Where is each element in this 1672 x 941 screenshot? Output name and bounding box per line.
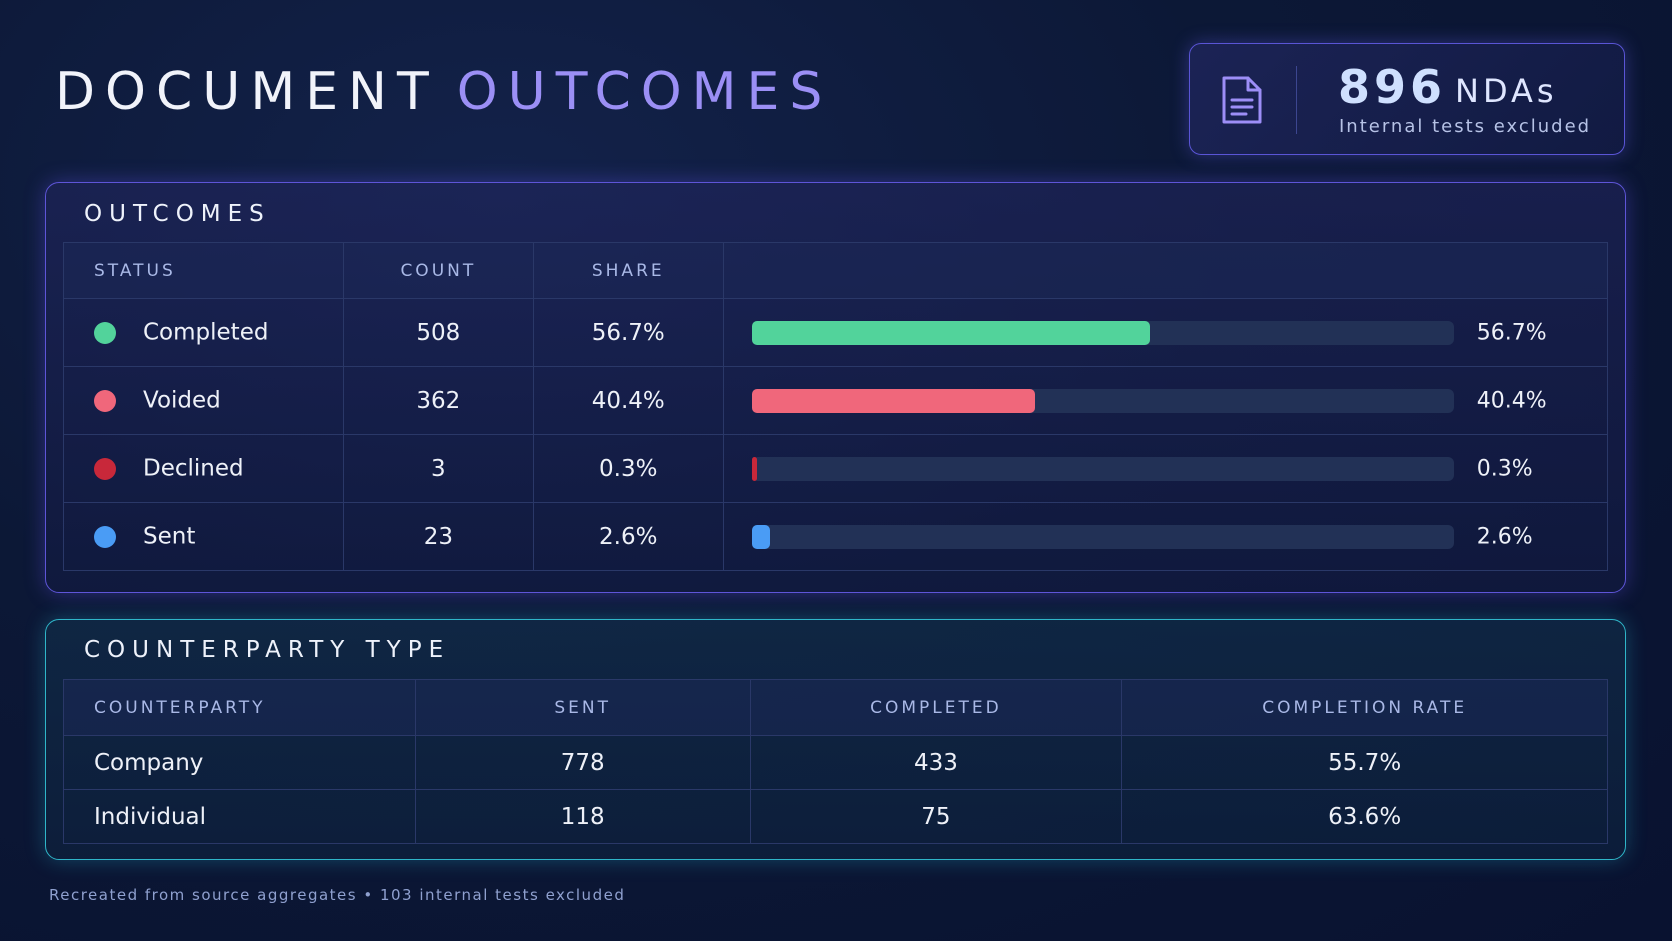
table-row: Sent 23 2.6% 2.6% [63,502,1609,571]
card-divider [1296,66,1297,134]
status-label: Completed [143,319,269,346]
status-cell: Declined [63,434,344,503]
share-bar-fill [751,524,770,549]
status-dot [94,457,116,480]
table-row: Voided 362 40.4% 40.4% [63,366,1609,435]
column-header-counterparty: COUNTERPARTY [63,679,416,736]
share-bar-label: 2.6% [1476,524,1533,549]
counterparty-panel: COUNTERPARTY TYPE COUNTERPARTY SENT COMP… [45,619,1626,860]
total-subtitle: Internal tests excluded [1339,116,1592,137]
share-bar-label: 40.4% [1476,388,1547,413]
outcomes-title: OUTCOMES [84,201,271,227]
status-cell: Voided [63,366,344,435]
total-unit: NDAs [1455,72,1558,110]
share-cell: 2.6% [532,502,724,571]
share-bar-cell: 0.3% [722,434,1609,503]
counterparty-title: COUNTERPARTY TYPE [84,637,451,663]
share-bar-track [751,456,1454,481]
counterparty-header-row: COUNTERPARTY SENT COMPLETED COMPLETION R… [63,679,1608,736]
count-cell: 508 [342,298,534,367]
share-bar-label: 0.3% [1476,456,1533,481]
column-header-bar [722,242,1609,299]
status-label: Declined [143,455,244,482]
status-cell: Sent [63,502,344,571]
count-cell: 362 [342,366,534,435]
counterparty-cell: Company [63,735,416,790]
share-cell: 0.3% [532,434,724,503]
share-bar-track [751,524,1454,549]
completed-cell: 433 [749,735,1123,790]
outcomes-table: STATUS COUNT SHARE Completed 508 56.7% 56.7… [63,242,1609,571]
share-bar-cell: 56.7% [722,298,1609,367]
share-bar-fill [751,456,758,481]
share-bar-track [751,320,1454,345]
status-label: Voided [143,387,221,414]
share-bar-cell: 40.4% [722,366,1609,435]
share-cell: 40.4% [532,366,724,435]
completed-cell: 75 [749,789,1123,844]
column-header-sent: SENT [414,679,751,736]
share-cell: 56.7% [532,298,724,367]
outcomes-header-row: STATUS COUNT SHARE [63,242,1609,299]
sent-cell: 118 [414,789,751,844]
count-cell: 23 [342,502,534,571]
share-bar-label: 56.7% [1476,320,1547,345]
column-header-share: SHARE [532,242,724,299]
footer-note: Recreated from source aggregates • 103 i… [49,886,626,904]
share-bar-cell: 2.6% [722,502,1609,571]
share-bar-track [751,388,1454,413]
outcomes-panel: OUTCOMES STATUS COUNT SHARE Completed 508… [45,182,1626,593]
column-header-status: STATUS [63,242,344,299]
document-icon [1222,76,1262,124]
page-title-main: DOCUMENT [55,62,439,122]
counterparty-table: COUNTERPARTY SENT COMPLETED COMPLETION R… [63,679,1608,844]
table-row: Company 778 433 55.7% [63,735,1608,790]
total-count: 896 [1338,60,1447,114]
status-dot [94,321,116,344]
total-ndas-card: 896 NDAs Internal tests excluded [1189,43,1625,155]
column-header-completion-rate: COMPLETION RATE [1121,679,1608,736]
sent-cell: 778 [414,735,751,790]
share-bar-fill [751,320,1150,345]
count-cell: 3 [342,434,534,503]
completion-rate-cell: 55.7% [1121,735,1608,790]
status-dot [94,525,116,548]
column-header-completed: COMPLETED [749,679,1123,736]
status-cell: Completed [63,298,344,367]
table-row: Declined 3 0.3% 0.3% [63,434,1609,503]
share-bar-fill [751,388,1036,413]
table-row: Completed 508 56.7% 56.7% [63,298,1609,367]
page-title-accent: OUTCOMES [456,62,833,122]
status-dot [94,389,116,412]
status-label: Sent [143,523,196,550]
column-header-count: COUNT [342,242,534,299]
completion-rate-cell: 63.6% [1121,789,1608,844]
table-row: Individual 118 75 63.6% [63,789,1608,844]
counterparty-cell: Individual [63,789,416,844]
page-title: DOCUMENT OUTCOMES [55,62,832,122]
